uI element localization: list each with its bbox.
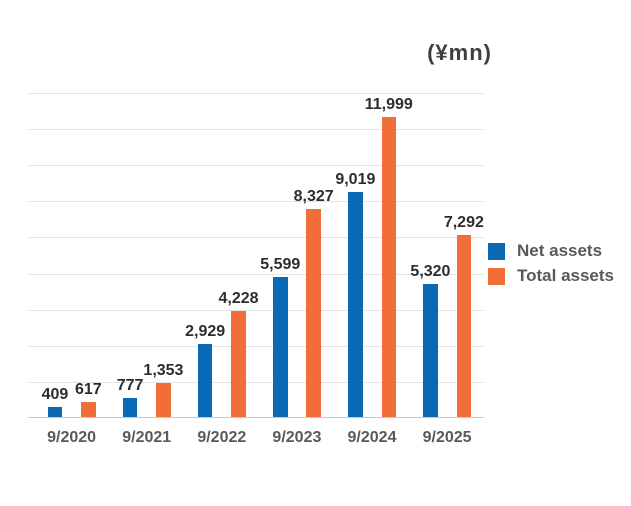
legend-item-total-assets: Total assets <box>488 266 614 286</box>
value-label-net-assets-9-2022: 2,929 <box>185 322 226 340</box>
x-axis-label-9-2022: 9/2022 <box>197 429 247 446</box>
gridline <box>28 309 484 311</box>
plot-area: 409 617 777 1,353 2,929 4,228 5,599 8,327 9,019 1… <box>28 93 484 446</box>
legend-label-net-assets: Net assets <box>517 241 603 260</box>
x-axis-label-9-2024: 9/2024 <box>347 429 397 446</box>
legend-item-net-assets: Net assets <box>488 241 614 261</box>
x-axis-label-9-2025: 9/2025 <box>422 429 472 446</box>
value-label-total-assets-9-2025: 7,292 <box>443 213 484 231</box>
bar-total-assets-9-2023 <box>306 208 321 417</box>
value-label-net-assets-9-2023: 5,599 <box>260 256 301 274</box>
bar-net-assets-9-2024 <box>348 191 363 417</box>
value-label-total-assets-9-2024: 11,999 <box>364 96 413 114</box>
gridline <box>28 93 484 94</box>
legend-swatch-total-assets <box>488 267 505 285</box>
x-axis-label-9-2021: 9/2021 <box>122 429 172 446</box>
value-label-net-assets-9-2024: 9,019 <box>335 170 376 188</box>
value-label-total-assets-9-2022: 4,228 <box>218 290 259 308</box>
value-label-net-assets-9-2020: 409 <box>41 385 69 403</box>
bar-total-assets-9-2022 <box>231 311 246 417</box>
bar-net-assets-9-2023 <box>273 277 288 417</box>
bar-net-assets-9-2020 <box>47 406 63 417</box>
bar-net-assets-9-2022 <box>197 343 213 417</box>
x-axis-label-9-2020: 9/2020 <box>47 429 97 446</box>
gridline <box>28 237 484 239</box>
x-axis-label-9-2023: 9/2023 <box>272 429 322 446</box>
legend: Net assets Total assets <box>488 241 614 286</box>
bar-total-assets-9-2020 <box>81 401 96 417</box>
value-label-total-assets-9-2023: 8,327 <box>293 187 334 205</box>
value-label-total-assets-9-2021: 1,353 <box>143 362 184 380</box>
x-axis-line <box>28 417 484 418</box>
gridline <box>28 201 484 203</box>
bar-net-assets-9-2021 <box>122 397 138 417</box>
gridline <box>28 273 484 275</box>
unit-label: (¥mn) <box>427 40 492 65</box>
gridline <box>28 165 484 167</box>
bar-total-assets-9-2024 <box>381 117 396 417</box>
bar-net-assets-9-2025 <box>423 284 438 417</box>
bar-total-assets-9-2025 <box>456 234 472 417</box>
value-label-net-assets-9-2021: 777 <box>116 376 144 394</box>
value-label-total-assets-9-2020: 617 <box>74 380 102 398</box>
value-label-net-assets-9-2025: 5,320 <box>410 263 451 280</box>
gridline <box>28 381 484 383</box>
legend-label-total-assets: Total assets <box>517 266 615 285</box>
bar-total-assets-9-2021 <box>156 383 171 417</box>
gridline <box>28 345 484 347</box>
legend-swatch-net-assets <box>488 242 505 260</box>
gridline <box>28 129 484 131</box>
